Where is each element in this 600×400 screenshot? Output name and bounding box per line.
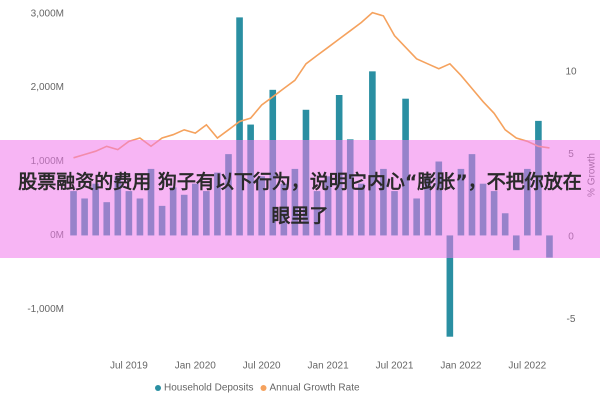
y-tick-label: 3,000M bbox=[31, 8, 64, 19]
overlay-text: 股票融资的费用 狗子有以下行为，说明它内心“膨胀”，不把你放在眼里了 bbox=[18, 171, 582, 227]
legend-item: Annual Growth Rate bbox=[260, 383, 360, 394]
x-tick-label: Jan 2021 bbox=[308, 361, 350, 372]
x-tick-label: Jan 2020 bbox=[175, 361, 217, 372]
legend-swatch bbox=[260, 385, 267, 391]
growth-line bbox=[73, 11, 550, 159]
x-tick-label: Jan 2022 bbox=[440, 361, 482, 372]
bar bbox=[236, 17, 243, 236]
y-tick-label: 2,000M bbox=[31, 82, 64, 93]
y2-tick-label: 10 bbox=[565, 67, 577, 78]
legend-label: Household Deposits bbox=[164, 383, 254, 394]
legend-label: Annual Growth Rate bbox=[270, 383, 360, 394]
y-tick-label: -1,000M bbox=[27, 304, 64, 315]
x-tick-label: Jul 2020 bbox=[243, 361, 281, 372]
bar bbox=[446, 235, 454, 337]
x-tick-label: Jul 2019 bbox=[110, 361, 148, 372]
legend-item: Household Deposits bbox=[155, 383, 254, 394]
y2-tick-label: -5 bbox=[567, 314, 576, 325]
x-tick-label: Jul 2021 bbox=[376, 361, 414, 372]
legend-swatch bbox=[155, 385, 161, 391]
x-tick-label: Jul 2022 bbox=[508, 361, 546, 372]
overlay-banner: 股票融资的费用 狗子有以下行为，说明它内心“膨胀”，不把你放在眼里了 bbox=[0, 140, 600, 258]
